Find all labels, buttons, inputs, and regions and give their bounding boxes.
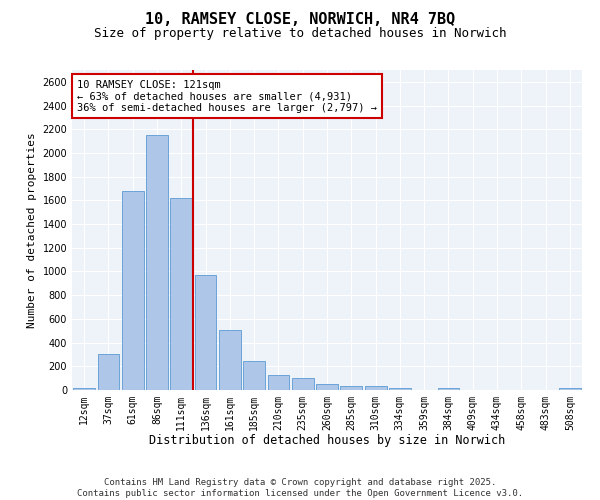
Bar bbox=[559, 388, 581, 390]
Bar bbox=[97, 354, 119, 390]
Bar bbox=[268, 375, 289, 390]
Bar bbox=[243, 361, 265, 390]
Bar bbox=[340, 386, 362, 390]
Bar bbox=[146, 135, 168, 390]
Text: 10 RAMSEY CLOSE: 121sqm
← 63% of detached houses are smaller (4,931)
36% of semi: 10 RAMSEY CLOSE: 121sqm ← 63% of detache… bbox=[77, 80, 377, 113]
Bar bbox=[219, 330, 241, 390]
Bar bbox=[292, 378, 314, 390]
Text: 10, RAMSEY CLOSE, NORWICH, NR4 7BQ: 10, RAMSEY CLOSE, NORWICH, NR4 7BQ bbox=[145, 12, 455, 28]
Y-axis label: Number of detached properties: Number of detached properties bbox=[27, 132, 37, 328]
Bar bbox=[170, 198, 192, 390]
Bar bbox=[365, 386, 386, 390]
Bar bbox=[194, 275, 217, 390]
Bar bbox=[73, 388, 95, 390]
Text: Size of property relative to detached houses in Norwich: Size of property relative to detached ho… bbox=[94, 28, 506, 40]
Bar bbox=[389, 388, 411, 390]
X-axis label: Distribution of detached houses by size in Norwich: Distribution of detached houses by size … bbox=[149, 434, 505, 448]
Bar bbox=[437, 388, 460, 390]
Text: Contains HM Land Registry data © Crown copyright and database right 2025.
Contai: Contains HM Land Registry data © Crown c… bbox=[77, 478, 523, 498]
Bar bbox=[316, 384, 338, 390]
Bar bbox=[122, 191, 143, 390]
